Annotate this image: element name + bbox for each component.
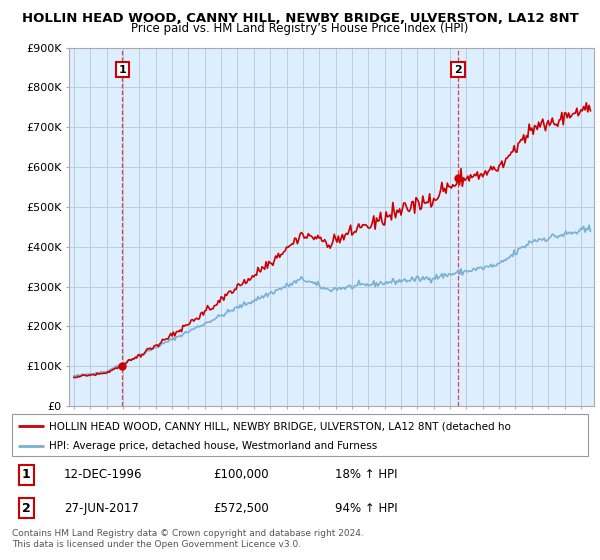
Text: 2: 2 [22, 502, 31, 515]
Text: 1: 1 [118, 64, 126, 74]
Text: HOLLIN HEAD WOOD, CANNY HILL, NEWBY BRIDGE, ULVERSTON, LA12 8NT: HOLLIN HEAD WOOD, CANNY HILL, NEWBY BRID… [22, 12, 578, 25]
Text: 2: 2 [454, 64, 462, 74]
Text: 27-JUN-2017: 27-JUN-2017 [64, 502, 139, 515]
Text: 1: 1 [22, 468, 31, 481]
Text: £572,500: £572,500 [214, 502, 269, 515]
Text: Price paid vs. HM Land Registry’s House Price Index (HPI): Price paid vs. HM Land Registry’s House … [131, 22, 469, 35]
Text: 18% ↑ HPI: 18% ↑ HPI [335, 468, 397, 481]
Text: Contains HM Land Registry data © Crown copyright and database right 2024.
This d: Contains HM Land Registry data © Crown c… [12, 529, 364, 549]
FancyBboxPatch shape [12, 414, 588, 456]
Text: £100,000: £100,000 [214, 468, 269, 481]
Text: 12-DEC-1996: 12-DEC-1996 [64, 468, 142, 481]
Text: 94% ↑ HPI: 94% ↑ HPI [335, 502, 397, 515]
Text: HOLLIN HEAD WOOD, CANNY HILL, NEWBY BRIDGE, ULVERSTON, LA12 8NT (detached ho: HOLLIN HEAD WOOD, CANNY HILL, NEWBY BRID… [49, 421, 511, 431]
Text: HPI: Average price, detached house, Westmorland and Furness: HPI: Average price, detached house, West… [49, 441, 377, 451]
